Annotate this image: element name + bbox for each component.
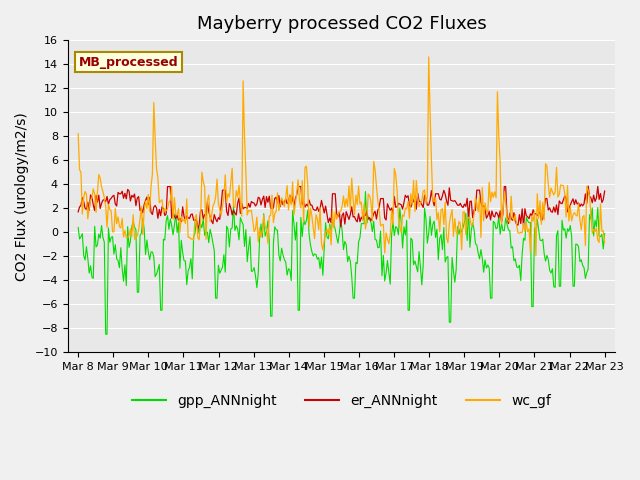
wc_gf	[92, 209, 100, 215]
Line: gpp_ANNnight: gpp_ANNnight	[78, 192, 605, 334]
gpp_ANNnight	[601, 231, 609, 237]
Line: wc_gf: wc_gf	[78, 57, 605, 256]
gpp_ANNnight	[346, 258, 354, 264]
er_ANNnight	[529, 207, 537, 213]
gpp_ANNnight	[74, 225, 82, 230]
er_ANNnight	[194, 226, 202, 232]
gpp_ANNnight	[362, 189, 369, 194]
er_ANNnight	[451, 198, 459, 204]
Legend: gpp_ANNnight, er_ANNnight, wc_gf: gpp_ANNnight, er_ANNnight, wc_gf	[126, 389, 557, 414]
Y-axis label: CO2 Flux (urology/m2/s): CO2 Flux (urology/m2/s)	[15, 112, 29, 280]
gpp_ANNnight	[452, 266, 460, 272]
er_ANNnight	[584, 183, 592, 189]
wc_gf	[425, 54, 433, 60]
er_ANNnight	[346, 212, 354, 217]
gpp_ANNnight	[531, 225, 538, 231]
er_ANNnight	[74, 209, 82, 215]
Line: er_ANNnight: er_ANNnight	[78, 186, 605, 229]
gpp_ANNnight	[92, 244, 100, 250]
gpp_ANNnight	[600, 246, 607, 252]
gpp_ANNnight	[110, 251, 118, 257]
Text: MB_processed: MB_processed	[79, 56, 178, 69]
wc_gf	[451, 216, 459, 221]
wc_gf	[532, 253, 540, 259]
er_ANNnight	[92, 192, 100, 198]
er_ANNnight	[600, 197, 607, 203]
wc_gf	[600, 228, 607, 234]
wc_gf	[74, 131, 82, 137]
gpp_ANNnight	[102, 331, 109, 337]
er_ANNnight	[601, 188, 609, 194]
wc_gf	[601, 240, 609, 245]
er_ANNnight	[109, 193, 116, 199]
wc_gf	[345, 183, 353, 189]
wc_gf	[529, 218, 537, 224]
Title: Mayberry processed CO2 Fluxes: Mayberry processed CO2 Fluxes	[196, 15, 486, 33]
wc_gf	[109, 229, 116, 235]
